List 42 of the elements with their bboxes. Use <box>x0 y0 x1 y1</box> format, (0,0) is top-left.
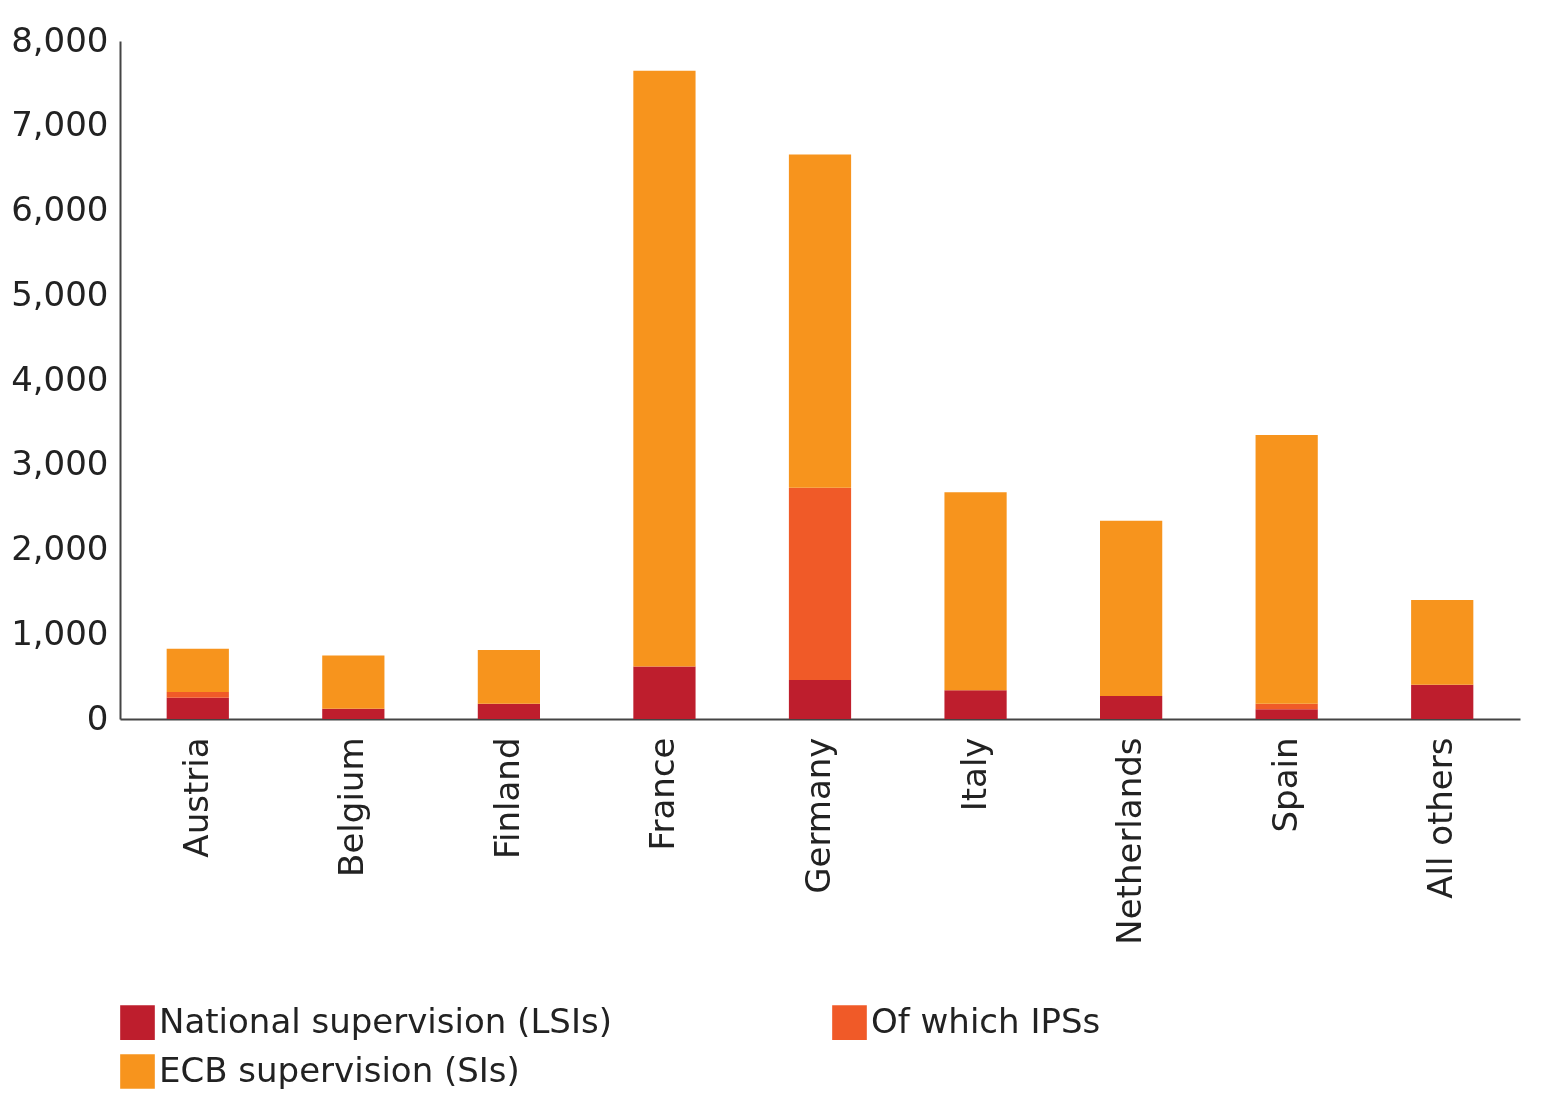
bar <box>477 703 540 719</box>
bar <box>322 655 385 709</box>
x-tick-label: Spain <box>1264 737 1305 833</box>
bar <box>788 680 852 719</box>
bar <box>1255 703 1318 710</box>
bar <box>944 492 1007 691</box>
y-tick-label: 3,000 <box>11 443 109 484</box>
y-tick-label: 8,000 <box>11 19 109 60</box>
bar <box>1255 709 1318 719</box>
x-tick-label: Germany <box>798 737 838 894</box>
legend-label: Of which IPSs <box>871 1000 1101 1041</box>
bar <box>1255 435 1318 704</box>
bar <box>477 649 540 704</box>
x-tick-label: All others <box>1420 737 1461 899</box>
x-tick-label: Finland <box>486 737 527 859</box>
x-tick-label: Italy <box>953 737 994 812</box>
x-tick-label: Austria <box>175 737 216 858</box>
legend-label: National supervision (LSIs) <box>159 1000 612 1041</box>
x-tick-label: Belgium <box>331 737 372 877</box>
y-tick-label: 7,000 <box>11 104 109 145</box>
bar <box>788 487 852 681</box>
y-tick-label: 5,000 <box>11 273 109 314</box>
bar <box>1411 684 1474 719</box>
y-tick-label: 0 <box>86 697 109 738</box>
bar <box>166 648 229 692</box>
y-tick-label: 6,000 <box>11 189 109 229</box>
bar <box>1100 696 1163 719</box>
bar <box>944 690 1007 719</box>
legend-label: ECB supervision (SIs) <box>159 1049 520 1090</box>
y-tick-label: 1,000 <box>11 612 109 653</box>
bar <box>788 154 852 488</box>
y-tick-label: 4,000 <box>11 358 109 399</box>
bar <box>1100 520 1163 697</box>
bar <box>322 708 385 719</box>
bar <box>1411 599 1474 685</box>
x-tick-label: France <box>642 737 683 851</box>
x-tick-label: Netherlands <box>1109 737 1150 945</box>
bar <box>633 666 696 719</box>
bar <box>166 691 229 698</box>
bar <box>633 70 696 667</box>
y-tick-label: 2,000 <box>11 528 109 568</box>
bar <box>166 697 229 719</box>
